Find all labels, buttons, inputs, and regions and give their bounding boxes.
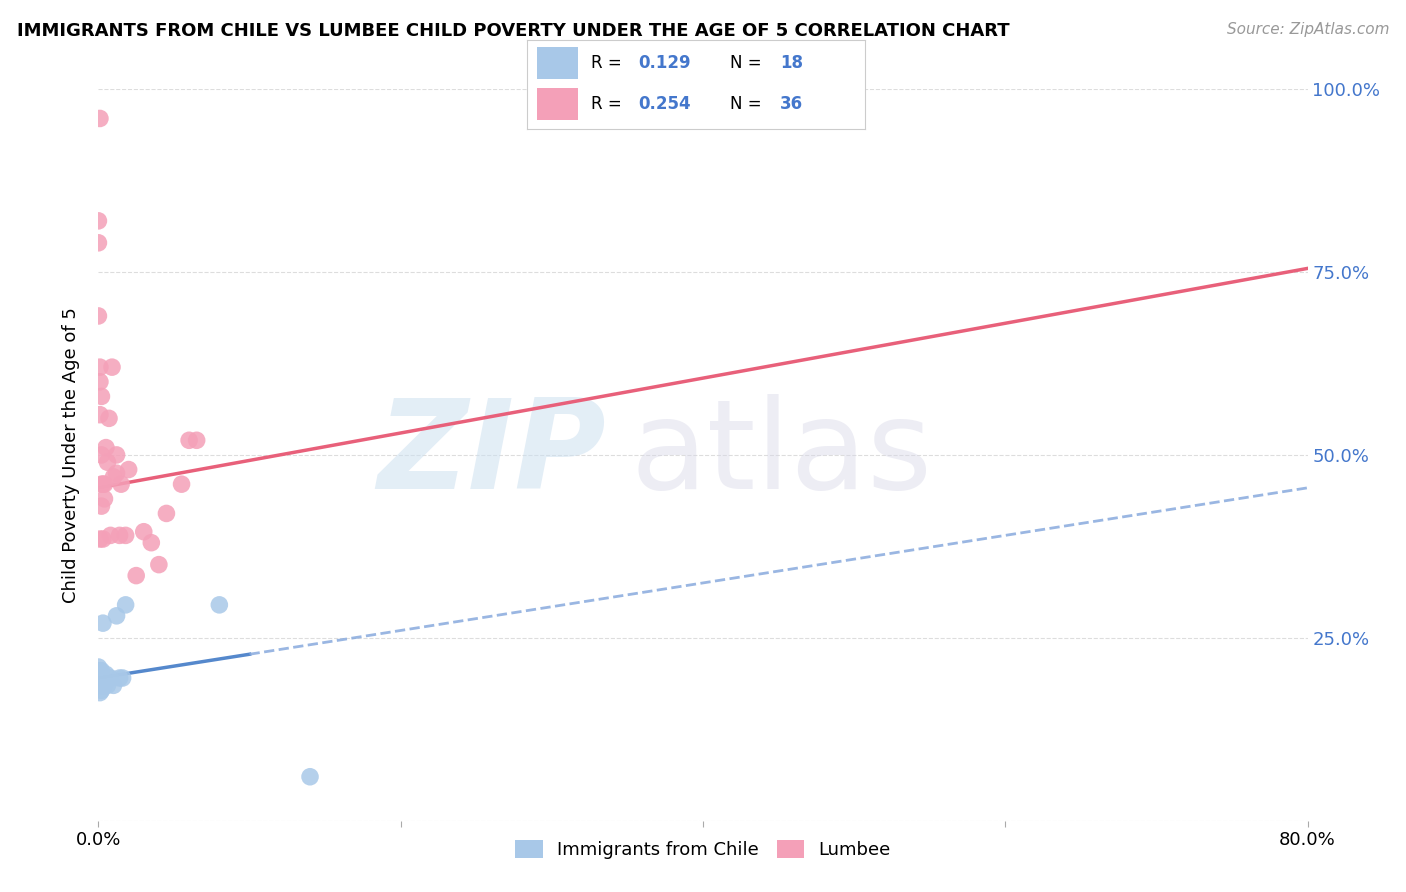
Point <box>118 462 141 476</box>
Point <box>89 532 111 546</box>
Point <box>114 598 136 612</box>
Text: atlas: atlas <box>630 394 932 516</box>
Text: R =: R = <box>592 95 627 113</box>
Point <box>110 477 132 491</box>
Point <box>114 528 136 542</box>
Point <box>91 616 114 631</box>
Point <box>98 411 121 425</box>
Point <box>91 671 114 685</box>
Point <box>90 499 112 513</box>
Point <box>87 678 110 692</box>
Point <box>170 477 193 491</box>
Point <box>96 455 118 469</box>
Point <box>87 235 110 250</box>
Point <box>148 558 170 572</box>
Point <box>89 686 111 700</box>
Point <box>141 535 163 549</box>
Point <box>179 434 201 448</box>
Point <box>108 671 131 685</box>
Point <box>90 673 112 688</box>
Point <box>208 598 231 612</box>
Point <box>105 448 128 462</box>
Point <box>87 309 110 323</box>
Point <box>89 664 111 678</box>
Legend: Immigrants from Chile, Lumbee: Immigrants from Chile, Lumbee <box>508 832 898 866</box>
Point <box>93 477 115 491</box>
Point <box>89 112 111 126</box>
Point <box>93 678 115 692</box>
Text: IMMIGRANTS FROM CHILE VS LUMBEE CHILD POVERTY UNDER THE AGE OF 5 CORRELATION CHA: IMMIGRANTS FROM CHILE VS LUMBEE CHILD PO… <box>17 22 1010 40</box>
Text: R =: R = <box>592 54 627 72</box>
Point <box>103 470 125 484</box>
Point <box>93 491 115 506</box>
Point <box>91 532 114 546</box>
Point <box>90 389 112 403</box>
Point <box>100 528 122 542</box>
Point <box>89 667 111 681</box>
Point <box>94 441 117 455</box>
Point <box>90 664 112 678</box>
Point <box>89 375 111 389</box>
Point <box>105 466 128 480</box>
Point <box>89 408 111 422</box>
Y-axis label: Child Poverty Under the Age of 5: Child Poverty Under the Age of 5 <box>62 307 80 603</box>
FancyBboxPatch shape <box>537 88 578 120</box>
Point <box>90 678 112 692</box>
Text: N =: N = <box>730 95 766 113</box>
Point <box>89 360 111 375</box>
Point <box>108 528 131 542</box>
Point <box>87 214 110 228</box>
Point <box>132 524 155 539</box>
Point <box>299 770 322 784</box>
Point <box>125 568 148 582</box>
Text: N =: N = <box>730 54 766 72</box>
Point <box>90 683 112 698</box>
Point <box>87 660 110 674</box>
Point <box>186 434 208 448</box>
Text: 0.129: 0.129 <box>638 54 692 72</box>
Point <box>90 477 112 491</box>
Point <box>89 678 111 692</box>
Point <box>90 669 112 683</box>
FancyBboxPatch shape <box>537 47 578 79</box>
Point <box>87 671 110 685</box>
Text: ZIP: ZIP <box>378 394 606 516</box>
Point <box>100 671 122 685</box>
Point <box>96 678 118 692</box>
Point <box>90 448 112 462</box>
Point <box>101 360 124 375</box>
Point <box>94 667 117 681</box>
Point <box>111 671 134 685</box>
Point <box>155 507 177 521</box>
Point <box>89 674 111 689</box>
Point <box>91 477 114 491</box>
Point <box>105 608 128 623</box>
Text: 18: 18 <box>780 54 803 72</box>
Point <box>103 678 125 692</box>
Text: 36: 36 <box>780 95 803 113</box>
Text: 0.254: 0.254 <box>638 95 692 113</box>
Text: Source: ZipAtlas.com: Source: ZipAtlas.com <box>1226 22 1389 37</box>
